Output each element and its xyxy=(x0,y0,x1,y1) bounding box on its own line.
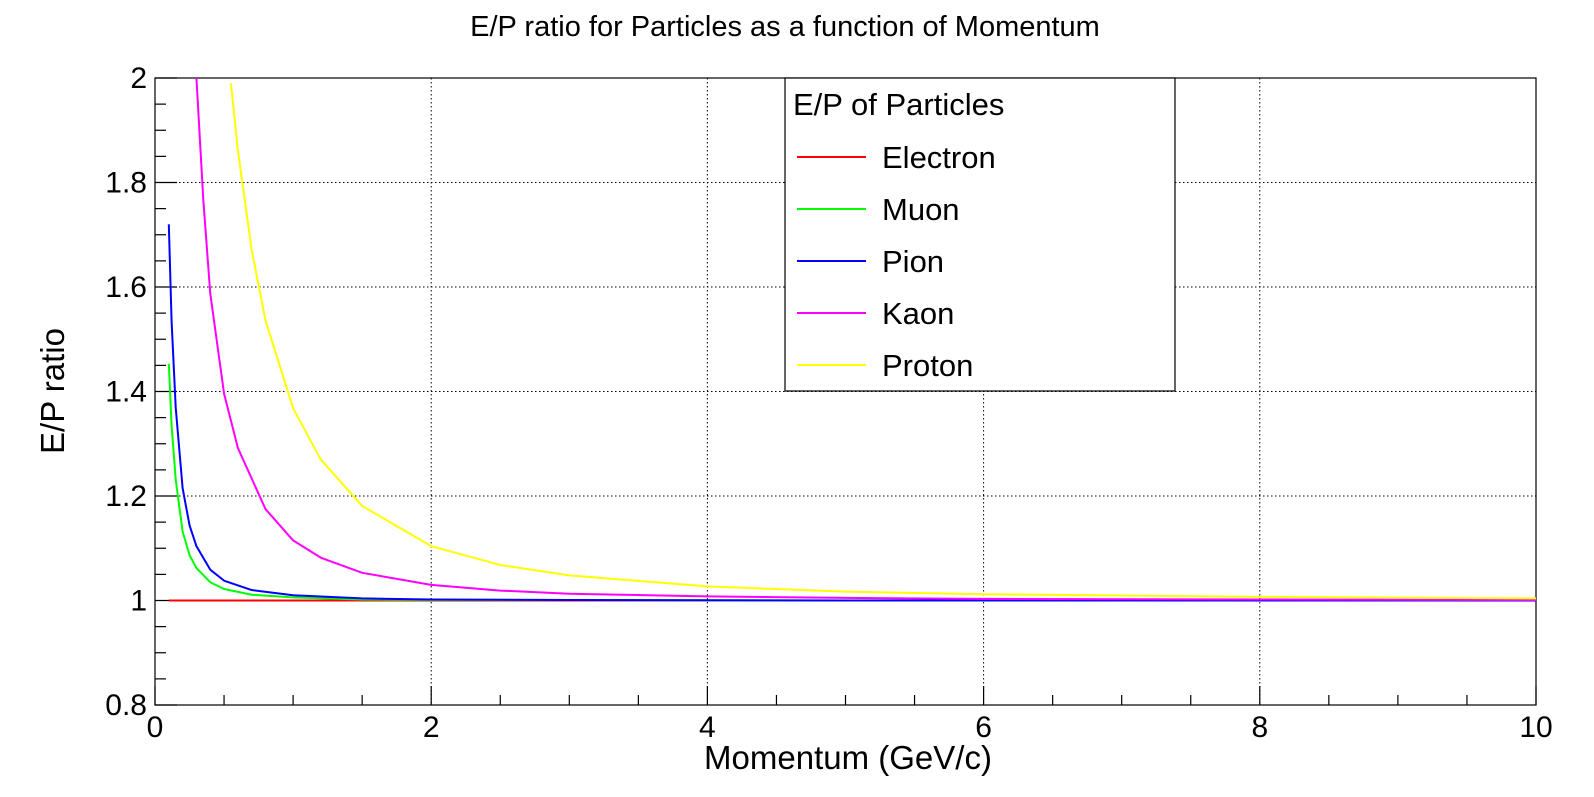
chart-title: E/P ratio for Particles as a function of… xyxy=(470,11,1100,43)
x-tick-label: 10 xyxy=(1519,711,1552,744)
legend-label-kaon: Kaon xyxy=(882,296,954,331)
legend-entries: Electron Muon Pion Kaon Proton xyxy=(797,140,996,383)
y-tick-label: 1.2 xyxy=(105,480,147,513)
x-tick-label: 2 xyxy=(423,711,440,744)
series-line-muon xyxy=(167,363,1536,602)
series-line-kaon xyxy=(195,77,1537,601)
series-lines xyxy=(167,77,1537,602)
legend-label-proton: Proton xyxy=(882,348,973,383)
y-tick-label: 1 xyxy=(130,585,147,618)
x-tick-label: 6 xyxy=(975,711,992,744)
axis-ticks xyxy=(154,77,1537,706)
x-tick-label: 4 xyxy=(699,711,716,744)
legend-label-muon: Muon xyxy=(882,192,960,227)
y-tick-label: 1.8 xyxy=(105,167,147,200)
legend-title: E/P of Particles xyxy=(793,87,1004,122)
x-tick-labels: 0 2 4 6 8 10 xyxy=(147,711,1553,744)
y-tick-label: 0.8 xyxy=(105,689,147,722)
y-tick-labels: 0.8 1 1.2 1.4 1.6 1.8 2 xyxy=(105,62,147,722)
legend-label-electron: Electron xyxy=(882,140,996,175)
legend: E/P of Particles Electron Muon Pion Kaon Pro… xyxy=(784,77,1176,392)
y-tick-label: 1.6 xyxy=(105,271,147,304)
series-line-proton xyxy=(229,83,1537,600)
x-tick-label: 8 xyxy=(1251,711,1268,744)
x-axis-title: Momentum (GeV/c) xyxy=(704,739,992,776)
series-line-pion xyxy=(167,224,1536,602)
x-tick-label: 0 xyxy=(147,711,164,744)
legend-label-pion: Pion xyxy=(882,244,944,279)
y-tick-label: 2 xyxy=(130,62,147,95)
y-tick-label: 1.4 xyxy=(105,376,147,409)
y-axis-title: E/P ratio xyxy=(34,328,71,454)
legend-box xyxy=(784,77,1176,392)
